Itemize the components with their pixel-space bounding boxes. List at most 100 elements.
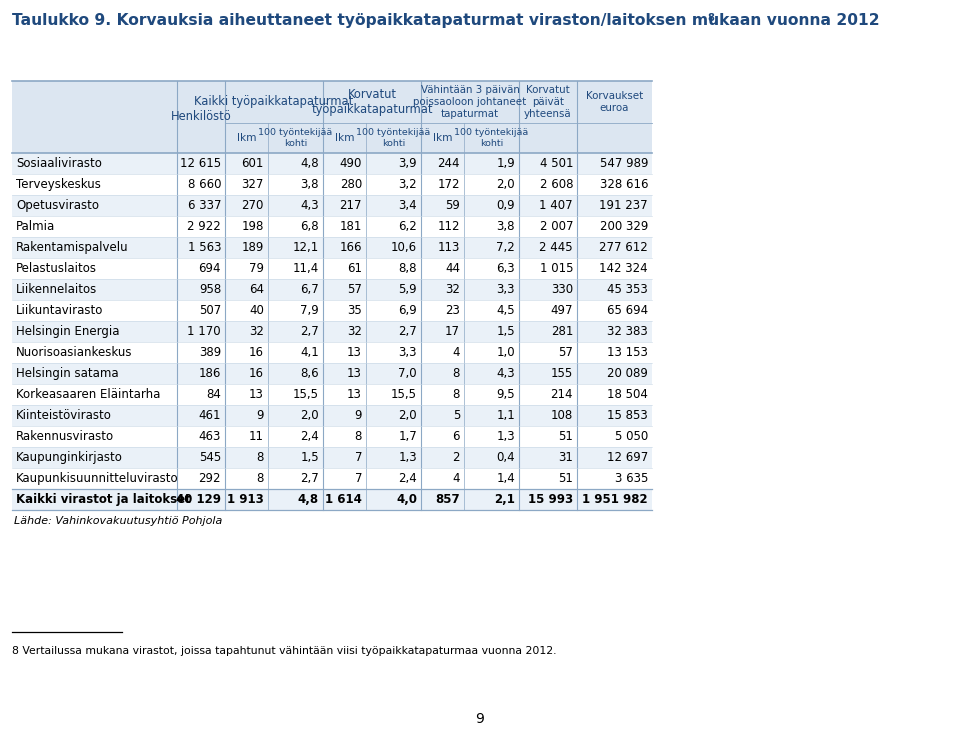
- Text: 9: 9: [355, 409, 362, 422]
- Text: 181: 181: [339, 220, 362, 233]
- Text: 112: 112: [437, 220, 460, 233]
- Text: 3 635: 3 635: [615, 472, 648, 485]
- Bar: [12, 174, 652, 195]
- Text: Helsingin satama: Helsingin satama: [16, 367, 119, 380]
- Text: 857: 857: [435, 493, 460, 506]
- Text: 15,5: 15,5: [293, 388, 319, 401]
- Text: 1,1: 1,1: [496, 409, 515, 422]
- Text: Pelastuslaitos: Pelastuslaitos: [16, 262, 97, 275]
- Bar: [12, 321, 652, 342]
- Text: 3,8: 3,8: [497, 220, 515, 233]
- Text: 4,0: 4,0: [396, 493, 417, 506]
- Text: 113: 113: [437, 241, 460, 254]
- Text: 13: 13: [249, 388, 264, 401]
- Text: 7: 7: [355, 451, 362, 464]
- Text: 8: 8: [355, 430, 362, 443]
- Text: 8,8: 8,8: [399, 262, 417, 275]
- Text: 0,4: 0,4: [497, 451, 515, 464]
- Text: Helsingin Energia: Helsingin Energia: [16, 325, 120, 338]
- Text: 2 608: 2 608: [540, 178, 573, 191]
- Text: 3,3: 3,3: [399, 346, 417, 359]
- Text: 3,4: 3,4: [398, 199, 417, 212]
- Text: 6 337: 6 337: [188, 199, 221, 212]
- Text: 10,6: 10,6: [391, 241, 417, 254]
- Text: 958: 958: [199, 283, 221, 296]
- Text: 8: 8: [453, 367, 460, 380]
- Text: lkm: lkm: [335, 133, 354, 143]
- Bar: [12, 81, 652, 153]
- Text: 0,9: 0,9: [497, 199, 515, 212]
- Text: 3,8: 3,8: [300, 178, 319, 191]
- Text: 2,7: 2,7: [300, 472, 319, 485]
- Text: 4,3: 4,3: [497, 367, 515, 380]
- Text: 9: 9: [256, 409, 264, 422]
- Text: Henkilöstö: Henkilöstö: [171, 110, 231, 124]
- Text: Rakentamispalvelu: Rakentamispalvelu: [16, 241, 129, 254]
- Text: 15,5: 15,5: [391, 388, 417, 401]
- Text: 2,7: 2,7: [300, 325, 319, 338]
- Text: 13 153: 13 153: [607, 346, 648, 359]
- Text: 4,3: 4,3: [300, 199, 319, 212]
- Text: 1,3: 1,3: [497, 430, 515, 443]
- Text: Liikennelaitos: Liikennelaitos: [16, 283, 97, 296]
- Text: 2,0: 2,0: [398, 409, 417, 422]
- Text: 12 615: 12 615: [180, 157, 221, 170]
- Bar: [12, 468, 652, 489]
- Text: 100 työntekijää
kohti: 100 työntekijää kohti: [357, 128, 431, 147]
- Text: 8: 8: [257, 451, 264, 464]
- Text: Korvaukset
euroa: Korvaukset euroa: [586, 91, 643, 113]
- Text: 20 089: 20 089: [607, 367, 648, 380]
- Text: 11: 11: [249, 430, 264, 443]
- Text: 8 660: 8 660: [188, 178, 221, 191]
- Text: 8: 8: [453, 388, 460, 401]
- Text: 1 913: 1 913: [227, 493, 264, 506]
- Text: 108: 108: [550, 409, 573, 422]
- Bar: [12, 300, 652, 321]
- Text: 7,9: 7,9: [300, 304, 319, 317]
- Text: 8,6: 8,6: [300, 367, 319, 380]
- Text: 4: 4: [453, 472, 460, 485]
- Text: 4,5: 4,5: [497, 304, 515, 317]
- Text: 15 853: 15 853: [607, 409, 648, 422]
- Bar: [12, 363, 652, 384]
- Text: 5,9: 5,9: [398, 283, 417, 296]
- Text: 166: 166: [339, 241, 362, 254]
- Text: 13: 13: [347, 346, 362, 359]
- Text: 7,0: 7,0: [398, 367, 417, 380]
- Text: 2,0: 2,0: [497, 178, 515, 191]
- Text: 461: 461: [199, 409, 221, 422]
- Text: 217: 217: [339, 199, 362, 212]
- Text: 1 407: 1 407: [539, 199, 573, 212]
- Text: 13: 13: [347, 367, 362, 380]
- Text: 51: 51: [558, 430, 573, 443]
- Text: 191 237: 191 237: [599, 199, 648, 212]
- Text: 601: 601: [242, 157, 264, 170]
- Text: 547 989: 547 989: [599, 157, 648, 170]
- Text: lkm: lkm: [237, 133, 256, 143]
- Text: Vähintään 3 päivän
poissaoloon johtaneet
tapaturmat: Vähintään 3 päivän poissaoloon johtaneet…: [413, 85, 526, 119]
- Text: 6,3: 6,3: [497, 262, 515, 275]
- Text: 9,5: 9,5: [497, 388, 515, 401]
- Text: 35: 35: [347, 304, 362, 317]
- Text: 2 007: 2 007: [540, 220, 573, 233]
- Text: 6,7: 6,7: [300, 283, 319, 296]
- Text: 23: 23: [445, 304, 460, 317]
- Text: 277 612: 277 612: [599, 241, 648, 254]
- Text: 4,8: 4,8: [298, 493, 319, 506]
- Text: 1,0: 1,0: [497, 346, 515, 359]
- Text: 1,5: 1,5: [497, 325, 515, 338]
- Text: 40 129: 40 129: [176, 493, 221, 506]
- Text: 3,3: 3,3: [497, 283, 515, 296]
- Text: 7: 7: [355, 472, 362, 485]
- Text: Kaikki virastot ja laitokset: Kaikki virastot ja laitokset: [16, 493, 191, 506]
- Text: Liikuntavirasto: Liikuntavirasto: [16, 304, 104, 317]
- Text: 1 015: 1 015: [540, 262, 573, 275]
- Text: 1,7: 1,7: [398, 430, 417, 443]
- Text: 214: 214: [550, 388, 573, 401]
- Text: 389: 389: [199, 346, 221, 359]
- Text: 2,7: 2,7: [398, 325, 417, 338]
- Text: 2 445: 2 445: [539, 241, 573, 254]
- Text: 32: 32: [249, 325, 264, 338]
- Text: 327: 327: [242, 178, 264, 191]
- Text: 11,4: 11,4: [292, 262, 319, 275]
